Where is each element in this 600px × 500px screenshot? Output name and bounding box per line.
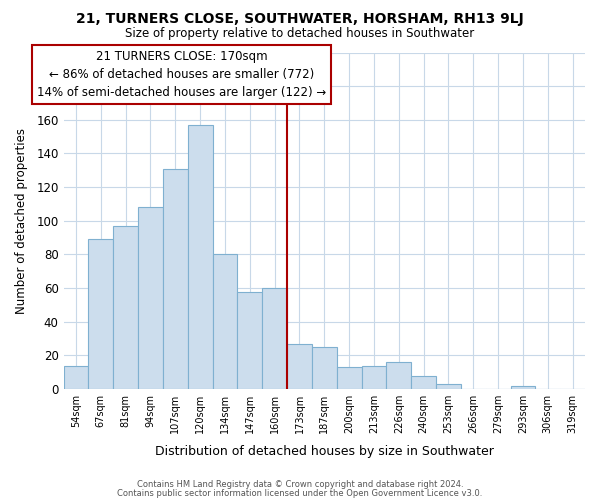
Bar [312, 347, 337, 389]
Bar [138, 208, 163, 389]
Bar [64, 366, 88, 389]
Bar [88, 240, 113, 389]
Bar [163, 168, 188, 389]
Bar [238, 292, 262, 389]
Y-axis label: Number of detached properties: Number of detached properties [15, 128, 28, 314]
Text: Contains HM Land Registry data © Crown copyright and database right 2024.: Contains HM Land Registry data © Crown c… [137, 480, 463, 489]
Bar [511, 386, 535, 389]
Bar [411, 376, 436, 389]
Bar [386, 362, 411, 389]
Text: 21 TURNERS CLOSE: 170sqm
← 86% of detached houses are smaller (772)
14% of semi-: 21 TURNERS CLOSE: 170sqm ← 86% of detach… [37, 50, 326, 99]
Bar [262, 288, 287, 389]
Text: Contains public sector information licensed under the Open Government Licence v3: Contains public sector information licen… [118, 488, 482, 498]
Bar [287, 344, 312, 389]
Bar [212, 254, 238, 389]
Bar [113, 226, 138, 389]
X-axis label: Distribution of detached houses by size in Southwater: Distribution of detached houses by size … [155, 444, 494, 458]
Bar [362, 366, 386, 389]
Bar [436, 384, 461, 389]
Text: Size of property relative to detached houses in Southwater: Size of property relative to detached ho… [125, 28, 475, 40]
Text: 21, TURNERS CLOSE, SOUTHWATER, HORSHAM, RH13 9LJ: 21, TURNERS CLOSE, SOUTHWATER, HORSHAM, … [76, 12, 524, 26]
Bar [337, 368, 362, 389]
Bar [188, 125, 212, 389]
